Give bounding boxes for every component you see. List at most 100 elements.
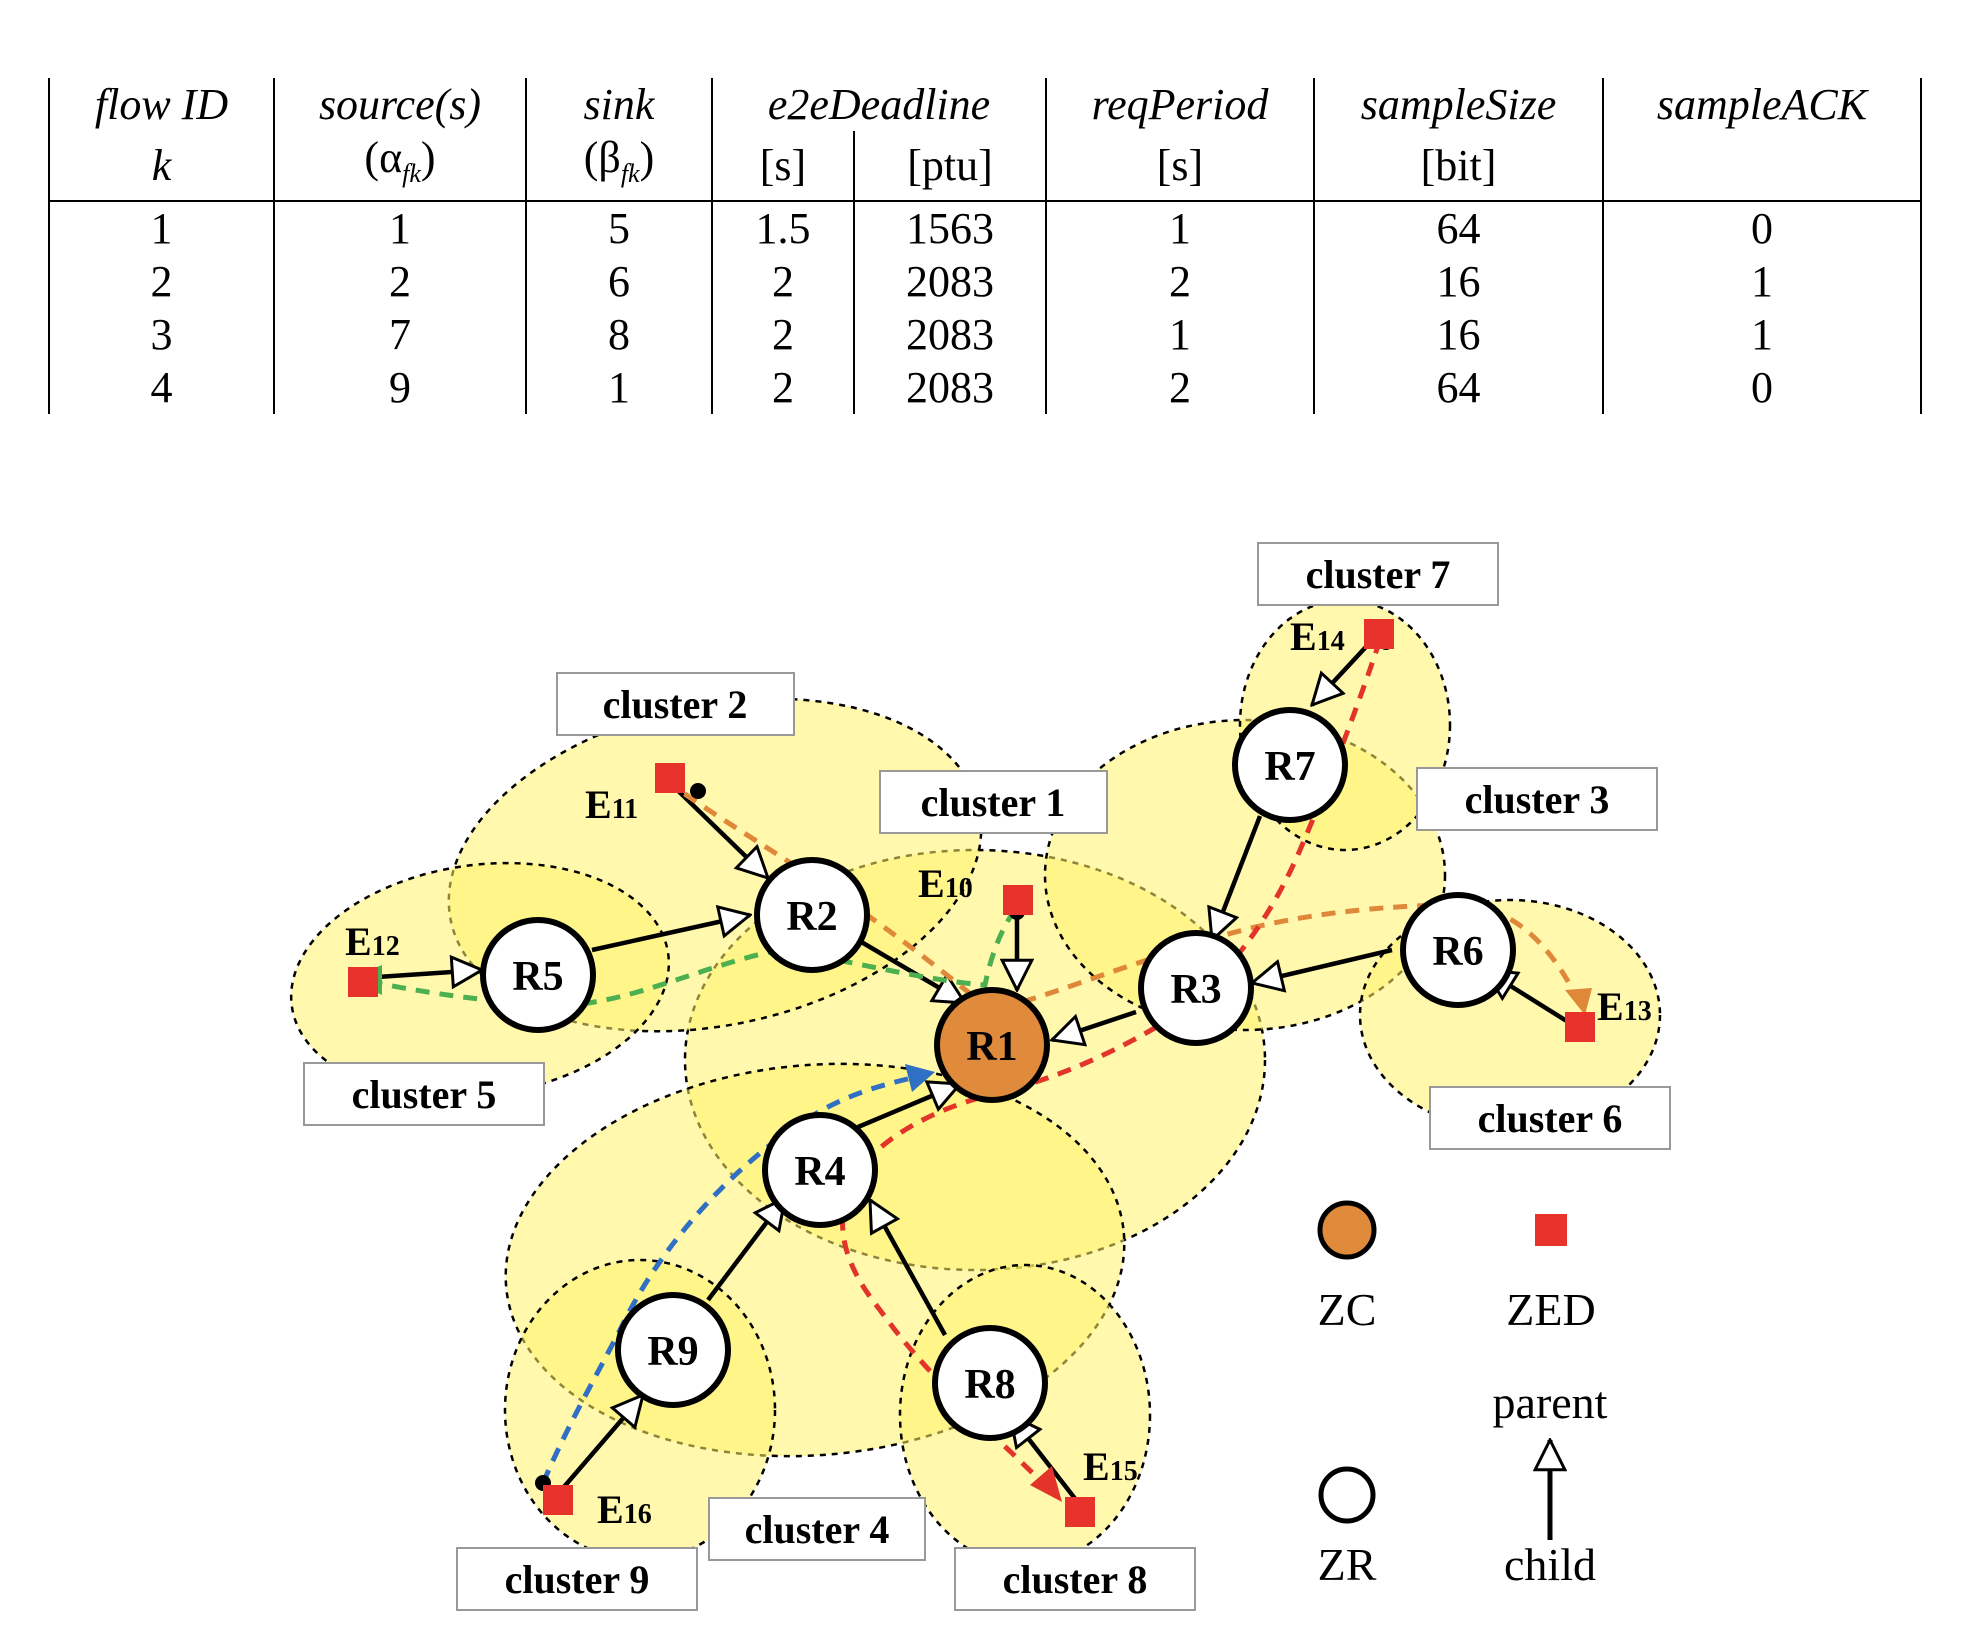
cell-k: 1: [48, 200, 275, 255]
edge-r2-r1: [856, 938, 965, 1005]
cell-k: 3: [48, 307, 275, 361]
zed-e12: [348, 967, 378, 997]
edge-r6-r3: [1252, 947, 1393, 983]
legend-zed-label: ZED: [1506, 1284, 1595, 1335]
cell-source: 1: [274, 200, 527, 255]
svg-text:cluster 7: cluster 7: [1306, 552, 1451, 597]
zed-e16: [543, 1485, 573, 1515]
router-r2: [754, 857, 870, 973]
cell-sink: 8: [526, 307, 713, 361]
legend-zr-symbol: [1318, 1466, 1376, 1524]
sink-subscript: fk: [620, 158, 640, 188]
cluster-8-label: cluster 8: [954, 1547, 1196, 1611]
zed-e13: [1565, 1012, 1595, 1042]
zed-e10: [1003, 885, 1033, 915]
source-paren: ): [420, 133, 436, 182]
cell-deadline-ptu: 2083: [854, 360, 1047, 414]
svg-text:cluster 3: cluster 3: [1465, 777, 1610, 822]
header-source: source(s): [274, 78, 527, 131]
cell-size: 64: [1314, 200, 1604, 255]
table-row: 3 7 8 2 2083 1 16 1: [48, 307, 1922, 361]
zed-e15: [1065, 1497, 1095, 1527]
cell-size: 64: [1314, 360, 1604, 414]
svg-text:cluster 8: cluster 8: [1003, 1557, 1148, 1602]
cell-deadline-s: 2: [712, 254, 855, 308]
cell-deadline-s: 2: [712, 360, 855, 414]
edge-r8-r4: [868, 1200, 947, 1337]
legend-child-label: child: [1504, 1539, 1596, 1590]
cell-req: 1: [1046, 200, 1315, 255]
cell-ack: 0: [1603, 200, 1922, 255]
flow-1-path: [361, 908, 1018, 1008]
cluster-label-boxes: cluster 1 cluster 2 cluster 3 cluster 4 …: [303, 542, 1671, 1611]
router-nodes: [480, 707, 1516, 1441]
cell-size: 16: [1314, 307, 1604, 361]
cell-source: 9: [274, 360, 527, 414]
cluster-5-label: cluster 5: [303, 1062, 545, 1126]
router-label-r6: R6: [1432, 929, 1483, 975]
flow-3-arrowhead: [1030, 1466, 1062, 1502]
cluster-1-label: cluster 1: [879, 770, 1108, 834]
router-r9: [615, 1292, 731, 1408]
zed-e14: [1364, 619, 1394, 649]
cluster-2-label: cluster 2: [556, 672, 795, 736]
table-row: 4 9 1 2 2083 2 64 0: [48, 360, 1922, 414]
sink-paren: ): [639, 133, 655, 182]
cell-sink: 1: [526, 360, 713, 414]
svg-text:cluster 1: cluster 1: [921, 780, 1066, 825]
table-row: 1 1 5 1.5 1563 1 64 0: [48, 200, 1922, 255]
sink-beta: (β: [583, 133, 621, 182]
header-req-period: reqPeriod: [1046, 78, 1315, 131]
header-ack-unit: [1603, 131, 1922, 202]
router-r3: [1138, 930, 1254, 1046]
label-e14: E14: [1290, 614, 1345, 659]
source-alpha: (α: [364, 133, 403, 182]
cluster-9-label: cluster 9: [456, 1547, 698, 1611]
legend-zc-symbol: [1317, 1200, 1377, 1260]
cluster-6-label: cluster 6: [1429, 1086, 1671, 1150]
cell-req: 2: [1046, 360, 1315, 414]
router-label-r4: R4: [794, 1149, 845, 1195]
router-label-r1: R1: [966, 1024, 1017, 1070]
cell-k: 4: [48, 360, 275, 414]
router-label-r5: R5: [512, 954, 563, 1000]
svg-text:cluster 9: cluster 9: [505, 1557, 650, 1602]
edge-r7-r3: [1212, 815, 1263, 940]
svg-text:cluster 4: cluster 4: [745, 1507, 890, 1552]
cell-req: 2: [1046, 254, 1315, 308]
cluster-4-label: cluster 4: [708, 1497, 926, 1561]
flow-table: flow ID source(s) sink e2eDeadline reqPe…: [48, 78, 1922, 414]
legend-zed-symbol: [1535, 1214, 1567, 1246]
cell-ack: 1: [1603, 254, 1922, 308]
cell-deadline-ptu: 2083: [854, 307, 1047, 361]
router-labels: R1 R2 R3 R4 R5 R6 R7 R8 R9: [512, 744, 1483, 1408]
legend-zr-label: ZR: [1318, 1539, 1377, 1590]
edge-r3-r1: [1052, 1009, 1137, 1040]
table-header-row-2: k (αfk) (βfk) [s] [ptu] [s] [bit]: [48, 131, 1922, 202]
label-e16: E16: [597, 1487, 652, 1532]
legend-zc-label: ZC: [1318, 1284, 1377, 1335]
router-r7: [1232, 707, 1348, 823]
header-req-unit: [s]: [1046, 131, 1315, 202]
flow-table-container: flow ID source(s) sink e2eDeadline reqPe…: [48, 78, 1922, 414]
header-deadline-seconds: [s]: [712, 131, 855, 202]
end-device-labels: E10 E11 E12 E13 E14 E15 E16: [345, 614, 1652, 1532]
label-e11: E11: [585, 782, 638, 827]
flow-4-path: [540, 1072, 926, 1484]
edge-r4-r1: [857, 1084, 960, 1130]
source-dot-e11: [690, 783, 706, 799]
flow-2-arrowhead: [1565, 988, 1592, 1015]
router-r8: [932, 1325, 1048, 1441]
edge-r5-r2: [591, 915, 750, 953]
end-devices: [348, 619, 1595, 1527]
header-sink-symbol: (βfk): [526, 131, 713, 202]
cluster-3-label: cluster 3: [1416, 767, 1658, 831]
source-subscript: fk: [402, 158, 421, 188]
router-label-r9: R9: [647, 1329, 698, 1375]
label-e13: E13: [1597, 984, 1652, 1029]
legend-parent-label: parent: [1493, 1377, 1608, 1428]
cell-deadline-s: 1.5: [712, 200, 855, 255]
header-flow-id: flow ID: [48, 78, 275, 131]
flow-4-arrowhead: [905, 1064, 935, 1092]
cell-deadline-s: 2: [712, 307, 855, 361]
